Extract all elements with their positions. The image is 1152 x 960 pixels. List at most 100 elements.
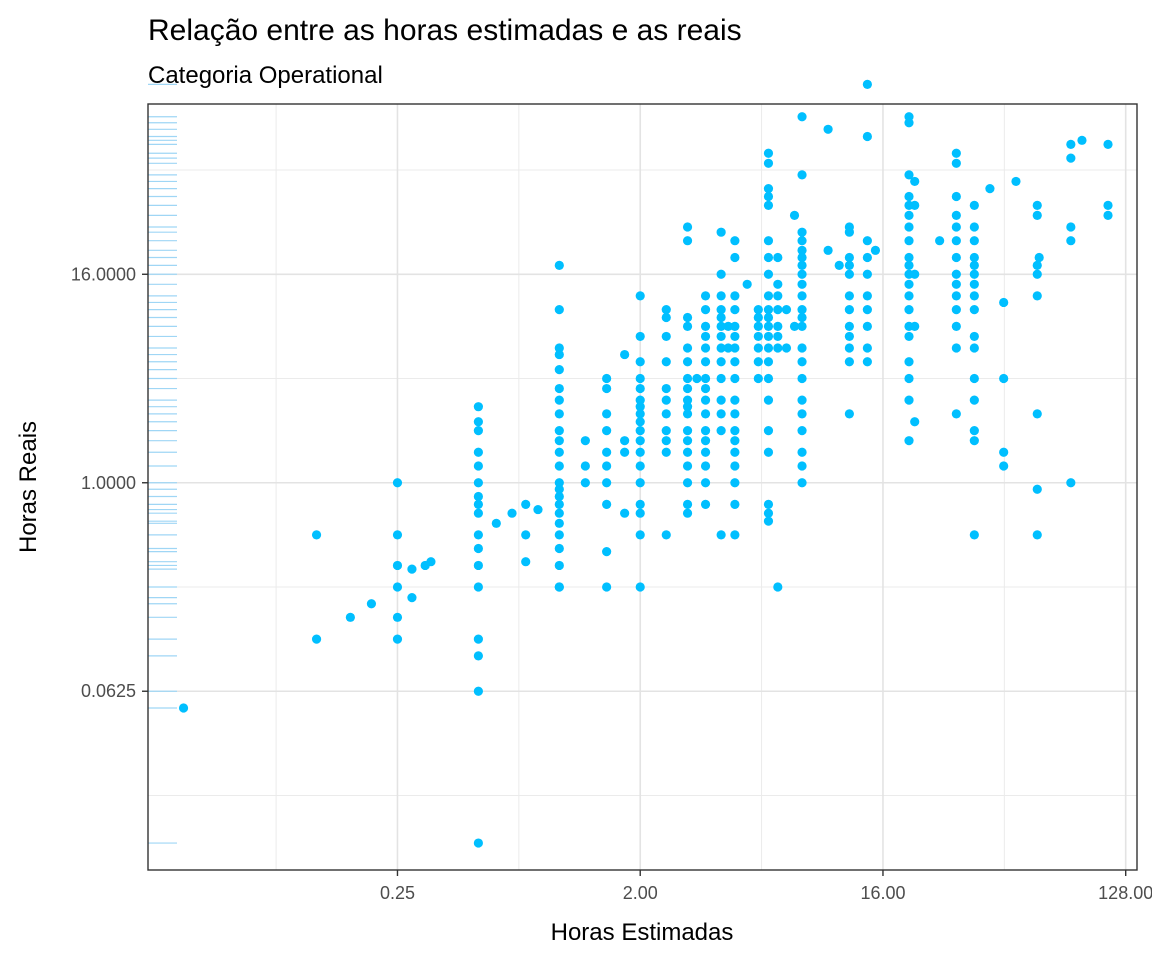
data-point xyxy=(1066,139,1076,149)
data-point xyxy=(969,291,979,301)
data-point xyxy=(763,183,774,194)
data-point xyxy=(1032,269,1042,279)
data-point xyxy=(904,170,914,180)
data-point xyxy=(521,557,531,567)
data-point xyxy=(700,461,711,471)
data-point xyxy=(969,426,979,436)
data-point xyxy=(473,651,483,661)
data-point xyxy=(904,395,914,405)
data-point xyxy=(797,305,807,315)
data-point xyxy=(862,252,872,263)
data-point xyxy=(661,395,671,405)
data-point xyxy=(473,530,483,540)
data-point xyxy=(716,343,726,353)
data-point xyxy=(969,373,979,384)
data-point xyxy=(773,343,783,353)
data-point xyxy=(635,383,645,394)
data-point xyxy=(620,447,630,457)
data-point xyxy=(635,426,645,436)
data-point xyxy=(700,305,711,315)
data-point xyxy=(773,582,783,592)
data-point xyxy=(602,383,612,394)
data-point xyxy=(1103,210,1113,221)
data-point xyxy=(862,343,872,353)
data-point xyxy=(969,260,979,271)
data-point xyxy=(870,245,881,255)
data-point xyxy=(635,582,645,592)
data-point xyxy=(999,461,1009,471)
data-point xyxy=(797,426,807,436)
data-point xyxy=(554,518,564,528)
data-point xyxy=(969,252,979,263)
data-point xyxy=(716,373,726,384)
data-point xyxy=(1032,210,1042,221)
data-point xyxy=(730,426,740,436)
data-point xyxy=(797,291,807,301)
data-point xyxy=(844,291,854,301)
data-point xyxy=(620,436,630,446)
data-point xyxy=(602,373,612,384)
data-point xyxy=(773,279,783,289)
data-point xyxy=(473,686,483,696)
data-point xyxy=(862,269,872,279)
data-point xyxy=(844,331,854,342)
data-point xyxy=(797,236,807,246)
y-tick-label: 0.0625 xyxy=(81,681,136,701)
data-point xyxy=(797,447,807,457)
data-point xyxy=(730,395,740,405)
data-point xyxy=(797,478,807,488)
data-point xyxy=(781,343,792,353)
data-point xyxy=(730,305,740,315)
y-tick-label: 1.0000 xyxy=(81,473,136,493)
data-point xyxy=(473,417,483,427)
data-point xyxy=(1034,252,1044,263)
data-point xyxy=(580,461,590,471)
data-point xyxy=(716,426,726,436)
data-point xyxy=(844,357,854,367)
data-point xyxy=(554,365,564,375)
data-point xyxy=(969,395,979,405)
data-point xyxy=(797,279,807,289)
data-point xyxy=(763,269,774,279)
panel-border xyxy=(147,103,1138,871)
chart-subtitle: Categoria Operational xyxy=(148,62,383,89)
data-point xyxy=(661,312,671,323)
data-point xyxy=(951,252,961,263)
data-point xyxy=(554,349,564,360)
data-point xyxy=(554,499,564,509)
data-point xyxy=(951,191,961,202)
data-point xyxy=(730,252,740,263)
data-point xyxy=(716,321,726,331)
data-point xyxy=(682,499,693,509)
data-point xyxy=(716,331,726,342)
data-point xyxy=(781,305,792,315)
data-point xyxy=(554,484,564,494)
data-point xyxy=(682,402,693,412)
data-point xyxy=(753,331,763,342)
data-point xyxy=(789,321,800,331)
data-point xyxy=(773,321,783,331)
data-point xyxy=(661,436,671,446)
data-point xyxy=(862,357,872,367)
data-point xyxy=(1032,409,1042,419)
data-point xyxy=(951,158,961,168)
data-point xyxy=(862,305,872,315)
data-point xyxy=(716,291,726,301)
data-point xyxy=(635,508,645,518)
data-point xyxy=(753,343,763,353)
data-point xyxy=(554,491,564,502)
y-axis: 0.0625 1.0000 16.0000 xyxy=(71,264,148,701)
data-point xyxy=(1066,153,1076,163)
data-point xyxy=(554,436,564,446)
data-point xyxy=(730,321,740,331)
data-point xyxy=(1032,484,1042,494)
data-point xyxy=(602,426,612,436)
x-axis-title: Horas Estimadas xyxy=(551,919,734,946)
data-point xyxy=(763,291,774,301)
data-point xyxy=(426,557,436,567)
data-point xyxy=(935,236,945,246)
data-point xyxy=(473,582,483,592)
data-point xyxy=(661,530,671,540)
data-point xyxy=(311,530,322,540)
